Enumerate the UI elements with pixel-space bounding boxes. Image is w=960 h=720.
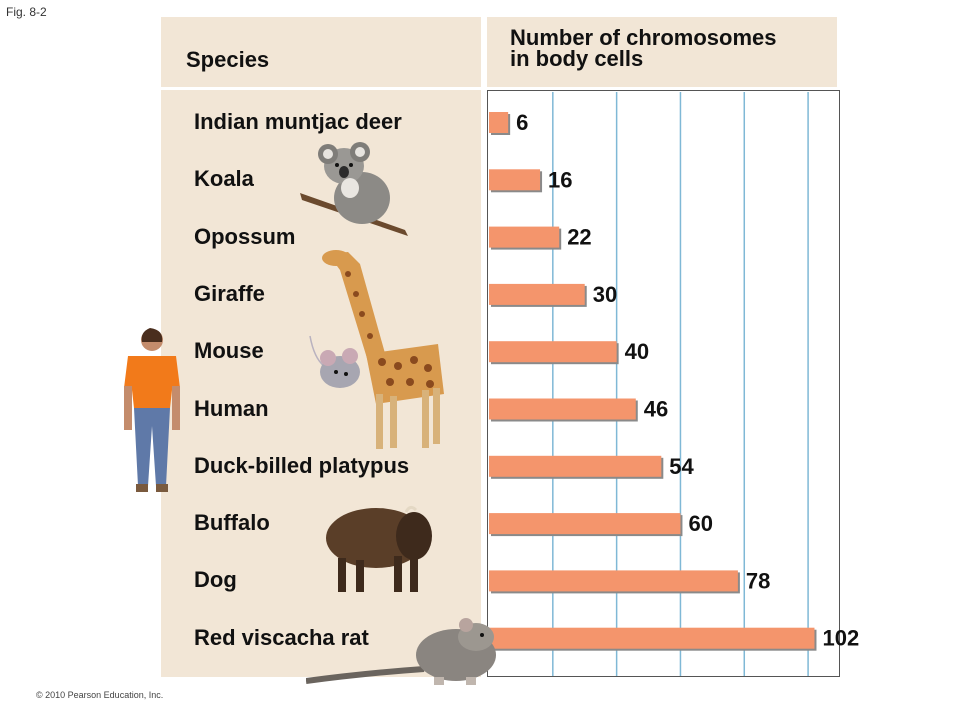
chromosome-header-panel bbox=[487, 17, 837, 87]
species-header-panel bbox=[161, 17, 481, 87]
koala-picture bbox=[300, 142, 408, 236]
value-label: 54 bbox=[669, 454, 694, 479]
bar-red-viscacha-rat bbox=[489, 627, 815, 649]
bar-giraffe bbox=[489, 283, 585, 305]
value-label: 46 bbox=[644, 397, 668, 422]
value-label: 102 bbox=[822, 626, 859, 651]
value-label: 16 bbox=[548, 167, 572, 192]
species-label: Giraffe bbox=[194, 280, 265, 306]
value-label: 30 bbox=[593, 282, 617, 307]
value-label: 40 bbox=[625, 339, 649, 364]
species-label: Mouse bbox=[194, 338, 264, 364]
species-label: Buffalo bbox=[194, 510, 270, 536]
species-label: Koala bbox=[194, 166, 254, 192]
species-label: Dog bbox=[194, 567, 237, 593]
species-label: Duck-billed platypus bbox=[194, 452, 410, 478]
species-label: Human bbox=[194, 395, 269, 421]
rat-picture bbox=[306, 618, 496, 685]
mouse-picture bbox=[309, 335, 360, 388]
bar-dog bbox=[489, 570, 738, 592]
chromosome-header-line2: in body cells bbox=[510, 46, 644, 71]
bar-duck-billed-platypus bbox=[489, 455, 662, 477]
giraffe-picture bbox=[322, 250, 444, 449]
bar-human bbox=[489, 398, 636, 420]
figure-label: Fig. 8-2 bbox=[6, 5, 47, 19]
chromosome-header: Number of chromosomes in body cells bbox=[510, 25, 777, 71]
species-label: Opossum bbox=[194, 223, 296, 249]
species-label: Indian muntjac deer bbox=[194, 109, 402, 134]
copyright-notice: © 2010 Pearson Education, Inc. bbox=[36, 690, 164, 700]
bar-opossum bbox=[489, 226, 560, 248]
value-label: 78 bbox=[746, 568, 770, 593]
bar-mouse bbox=[489, 341, 617, 363]
human-picture bbox=[124, 328, 180, 492]
buffalo-picture bbox=[326, 505, 432, 592]
value-label: 60 bbox=[688, 511, 712, 536]
bar-buffalo bbox=[489, 513, 681, 535]
species-header: Species bbox=[186, 47, 270, 72]
bar-koala bbox=[489, 169, 541, 191]
bar-indian-muntjac-deer bbox=[489, 112, 509, 133]
value-label: 22 bbox=[567, 225, 591, 250]
value-label: 6 bbox=[516, 110, 528, 135]
chromosome-header-line1: Number of chromosomes bbox=[510, 25, 777, 50]
species-label: Red viscacha rat bbox=[194, 624, 369, 650]
